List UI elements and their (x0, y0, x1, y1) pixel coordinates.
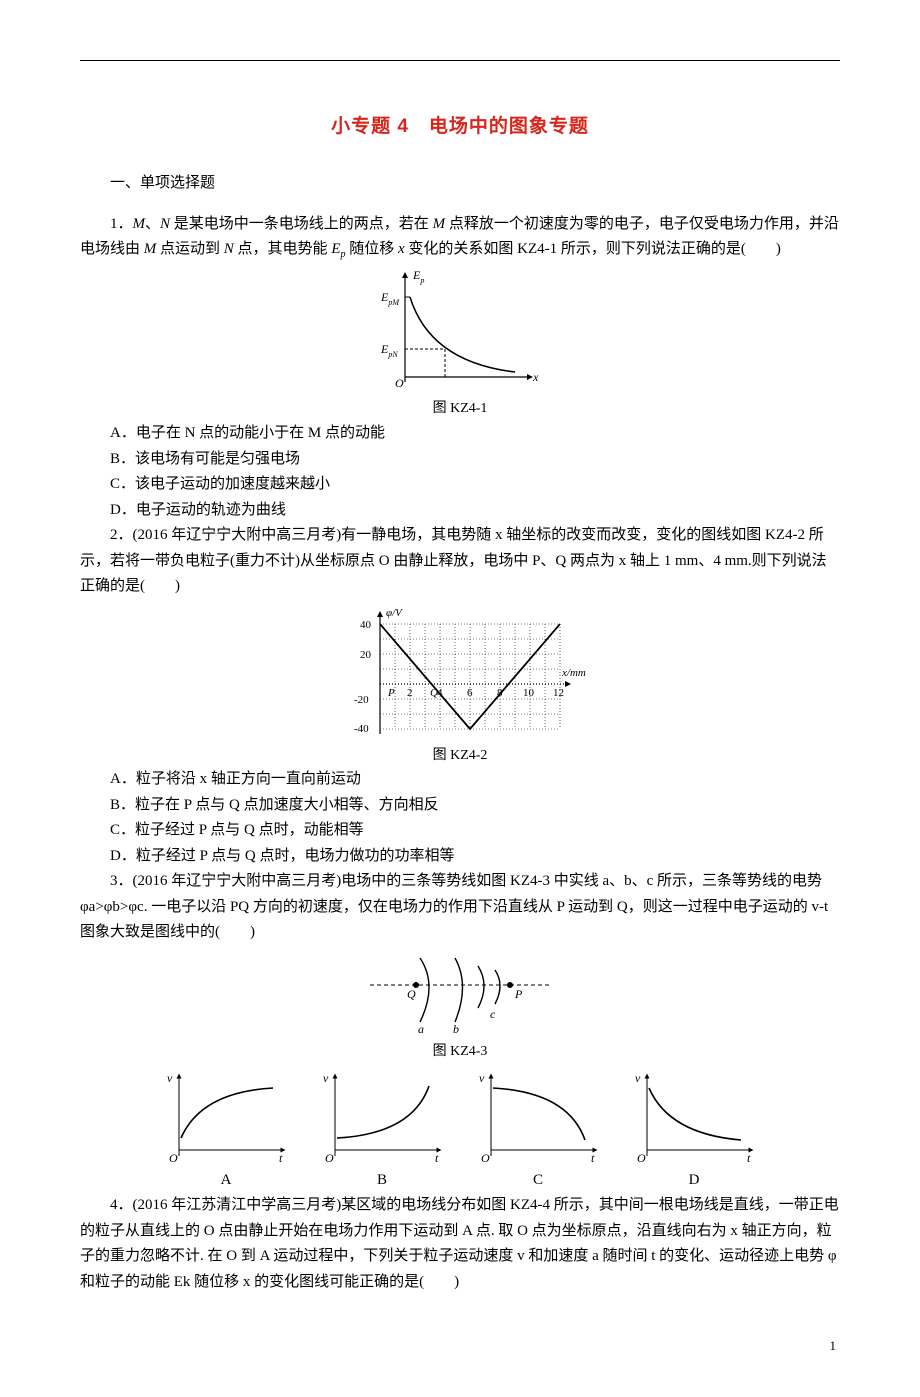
figure-kz4-2: φ/V x/mm 40 20 -20 -40 2 4 6 8 10 12 P Q (330, 604, 590, 744)
q1-optB: B．该电场有可能是匀强电场 (80, 447, 840, 473)
ytm20: -20 (354, 694, 369, 706)
v: v (323, 1071, 329, 1085)
t: t (591, 1151, 595, 1165)
q1-optD: D．电子运动的轨迹为曲线 (80, 498, 840, 524)
top-rule (80, 60, 840, 61)
xt6: 6 (467, 687, 473, 699)
q1-N: N (160, 216, 170, 232)
q1-M2: M (433, 216, 446, 232)
O: O (325, 1151, 334, 1165)
t: 随位移 (345, 241, 398, 257)
q2-optB: B．粒子在 P 点与 Q 点加速度大小相等、方向相反 (80, 793, 840, 819)
q1-M3: M (144, 241, 157, 257)
xlabel: x/mm (561, 667, 586, 679)
P: P (387, 687, 395, 699)
q1A: A．电子在 N 点的动能小于在 M 点的动能 (110, 425, 385, 441)
tick-epm: EpM (380, 290, 400, 307)
P: P (514, 987, 523, 1001)
q1-N2: N (224, 241, 234, 257)
q1-optC: C．该电子运动的加速度越来越小 (80, 472, 840, 498)
Q: Q (407, 987, 416, 1001)
t: t (747, 1151, 751, 1165)
q2-optA: A．粒子将沿 x 轴正方向一直向前运动 (80, 767, 840, 793)
q3-figA: v t O A (161, 1068, 291, 1194)
q3-figB: v t O B (317, 1068, 447, 1194)
fig3-label: 图 KZ4-3 (80, 1040, 840, 1064)
axis-x: x (532, 370, 539, 384)
t: t (279, 1151, 283, 1165)
t: 点，其电势能 (234, 241, 332, 257)
q3-figC: v t O C (473, 1068, 603, 1194)
O: O (637, 1151, 646, 1165)
q1-num: 1． (110, 216, 133, 232)
labelC: C (473, 1168, 603, 1194)
xt8: 8 (497, 687, 503, 699)
c: c (490, 1007, 496, 1021)
ytm40: -40 (354, 723, 369, 735)
tick-epn: EpN (380, 342, 398, 359)
q2-stem: 2．(2016 年辽宁宁大附中高三月考)有一静电场，其电势随 x 轴坐标的改变而… (80, 523, 840, 600)
t: 变化的关系如图 KZ4-1 所示，则下列说法正确的是( ) (405, 241, 781, 257)
t: t (435, 1151, 439, 1165)
fig1-label: 图 KZ4-1 (80, 397, 840, 421)
xt2: 2 (407, 687, 413, 699)
O: O (481, 1151, 490, 1165)
t: 、 (145, 216, 160, 232)
x: x (398, 241, 405, 257)
ylabel: φ/V (386, 607, 403, 619)
t: 点运动到 (156, 241, 224, 257)
figure-kz4-3: Q P a b c (360, 950, 560, 1040)
q1-optA: A．电子在 N 点的动能小于在 M 点的动能 (80, 421, 840, 447)
q3-stem: 3．(2016 年辽宁宁大附中高三月考)电场中的三条等势线如图 KZ4-3 中实… (80, 869, 840, 946)
a: a (418, 1022, 424, 1036)
v: v (635, 1071, 641, 1085)
b: b (453, 1022, 459, 1036)
q1-stem: 1．M、N 是某电场中一条电场线上的两点，若在 M 点释放一个初速度为零的电子，… (80, 212, 840, 264)
q2-optC: C．粒子经过 P 点与 Q 点时，动能相等 (80, 818, 840, 844)
q3-figD: v t O D (629, 1068, 759, 1194)
labelB: B (317, 1168, 447, 1194)
labelA: A (161, 1168, 291, 1194)
figure-kz4-1: x Ep EpM EpN O (375, 267, 545, 397)
v: v (479, 1071, 485, 1085)
labelD: D (629, 1168, 759, 1194)
yt40: 40 (360, 619, 372, 631)
xt12: 12 (553, 687, 564, 699)
q1-M: M (133, 216, 146, 232)
axis-y: Ep (412, 268, 424, 285)
page-title: 小专题 4 电场中的图象专题 (80, 111, 840, 143)
Ep: Ep (331, 241, 345, 257)
O: O (169, 1151, 178, 1165)
section-heading: 一、单项选择题 (80, 171, 840, 197)
yt20: 20 (360, 649, 372, 661)
xt10: 10 (523, 687, 535, 699)
q2-optD: D．粒子经过 P 点与 Q 点时，电场力做功的功率相等 (80, 844, 840, 870)
v: v (167, 1071, 173, 1085)
fig2-label: 图 KZ4-2 (80, 744, 840, 768)
t: 是某电场中一条电场线上的两点，若在 (170, 216, 433, 232)
q3-option-figures: v t O A v t O B v t O C (80, 1068, 840, 1194)
origin-O: O (395, 376, 404, 390)
page-number: 1 (80, 1335, 840, 1357)
Q: Q (430, 687, 438, 699)
q4-stem: 4．(2016 年江苏清江中学高三月考)某区域的电场线分布如图 KZ4-4 所示… (80, 1193, 840, 1295)
